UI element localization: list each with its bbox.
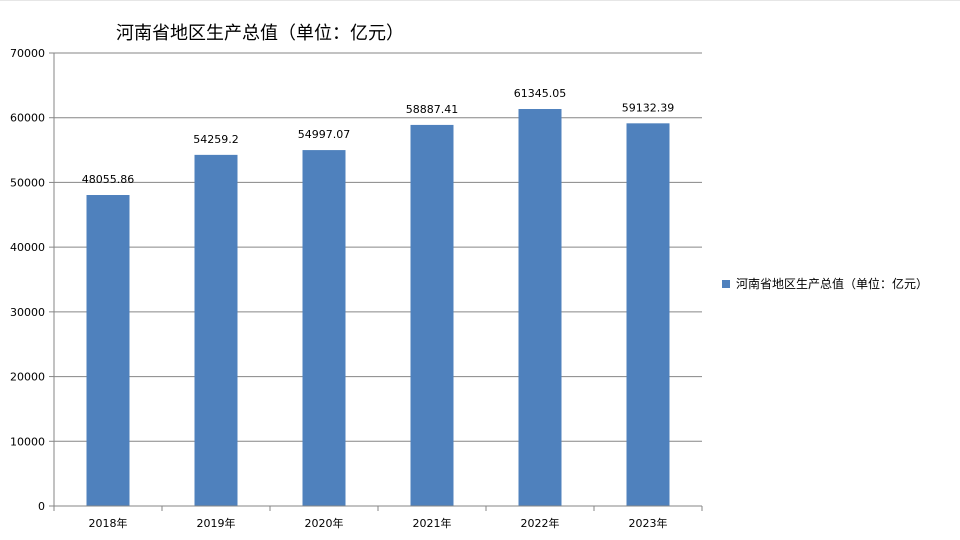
y-tick-label: 60000 (10, 112, 45, 125)
data-label: 61345.05 (514, 87, 567, 100)
legend: 河南省地区生产总值（单位：亿元） (722, 276, 928, 291)
y-tick-label: 50000 (10, 176, 45, 189)
data-labels: 48055.86 54259.2 54997.07 58887.41 61345.05 5… (82, 87, 675, 186)
x-tick-label: 2021年 (413, 516, 452, 530)
y-tick-label: 0 (38, 500, 45, 513)
y-tick-label: 20000 (10, 371, 45, 384)
legend-label: 河南省地区生产总值（单位：亿元） (736, 276, 928, 291)
x-tick-label: 2019年 (197, 516, 236, 530)
gridlines (54, 52, 702, 442)
x-tick-label: 2022年 (521, 516, 560, 530)
bar (518, 109, 562, 506)
data-label: 54997.07 (298, 128, 351, 141)
bar (410, 124, 454, 506)
x-tick-label: 2020年 (305, 516, 344, 530)
chart-title: 河南省地区生产总值（单位：亿元） (116, 23, 404, 44)
bar (86, 195, 130, 506)
y-tick-label: 10000 (10, 435, 45, 448)
y-tick-label: 70000 (10, 47, 45, 60)
axes: 0 10000 20000 30000 40000 50000 60000 70000 2018… (10, 47, 703, 530)
data-label: 59132.39 (622, 101, 675, 114)
legend-swatch (722, 280, 730, 288)
x-tick-label: 2023年 (629, 516, 668, 530)
bar (194, 154, 238, 506)
y-tick-label: 30000 (10, 306, 45, 319)
bar (626, 123, 670, 506)
data-label: 58887.41 (406, 103, 459, 116)
y-tick-label: 40000 (10, 241, 45, 254)
data-label: 48055.86 (82, 173, 135, 186)
data-label: 54259.2 (193, 133, 239, 146)
bar (302, 150, 346, 506)
x-tick-label: 2018年 (89, 516, 128, 530)
bars (86, 109, 670, 506)
